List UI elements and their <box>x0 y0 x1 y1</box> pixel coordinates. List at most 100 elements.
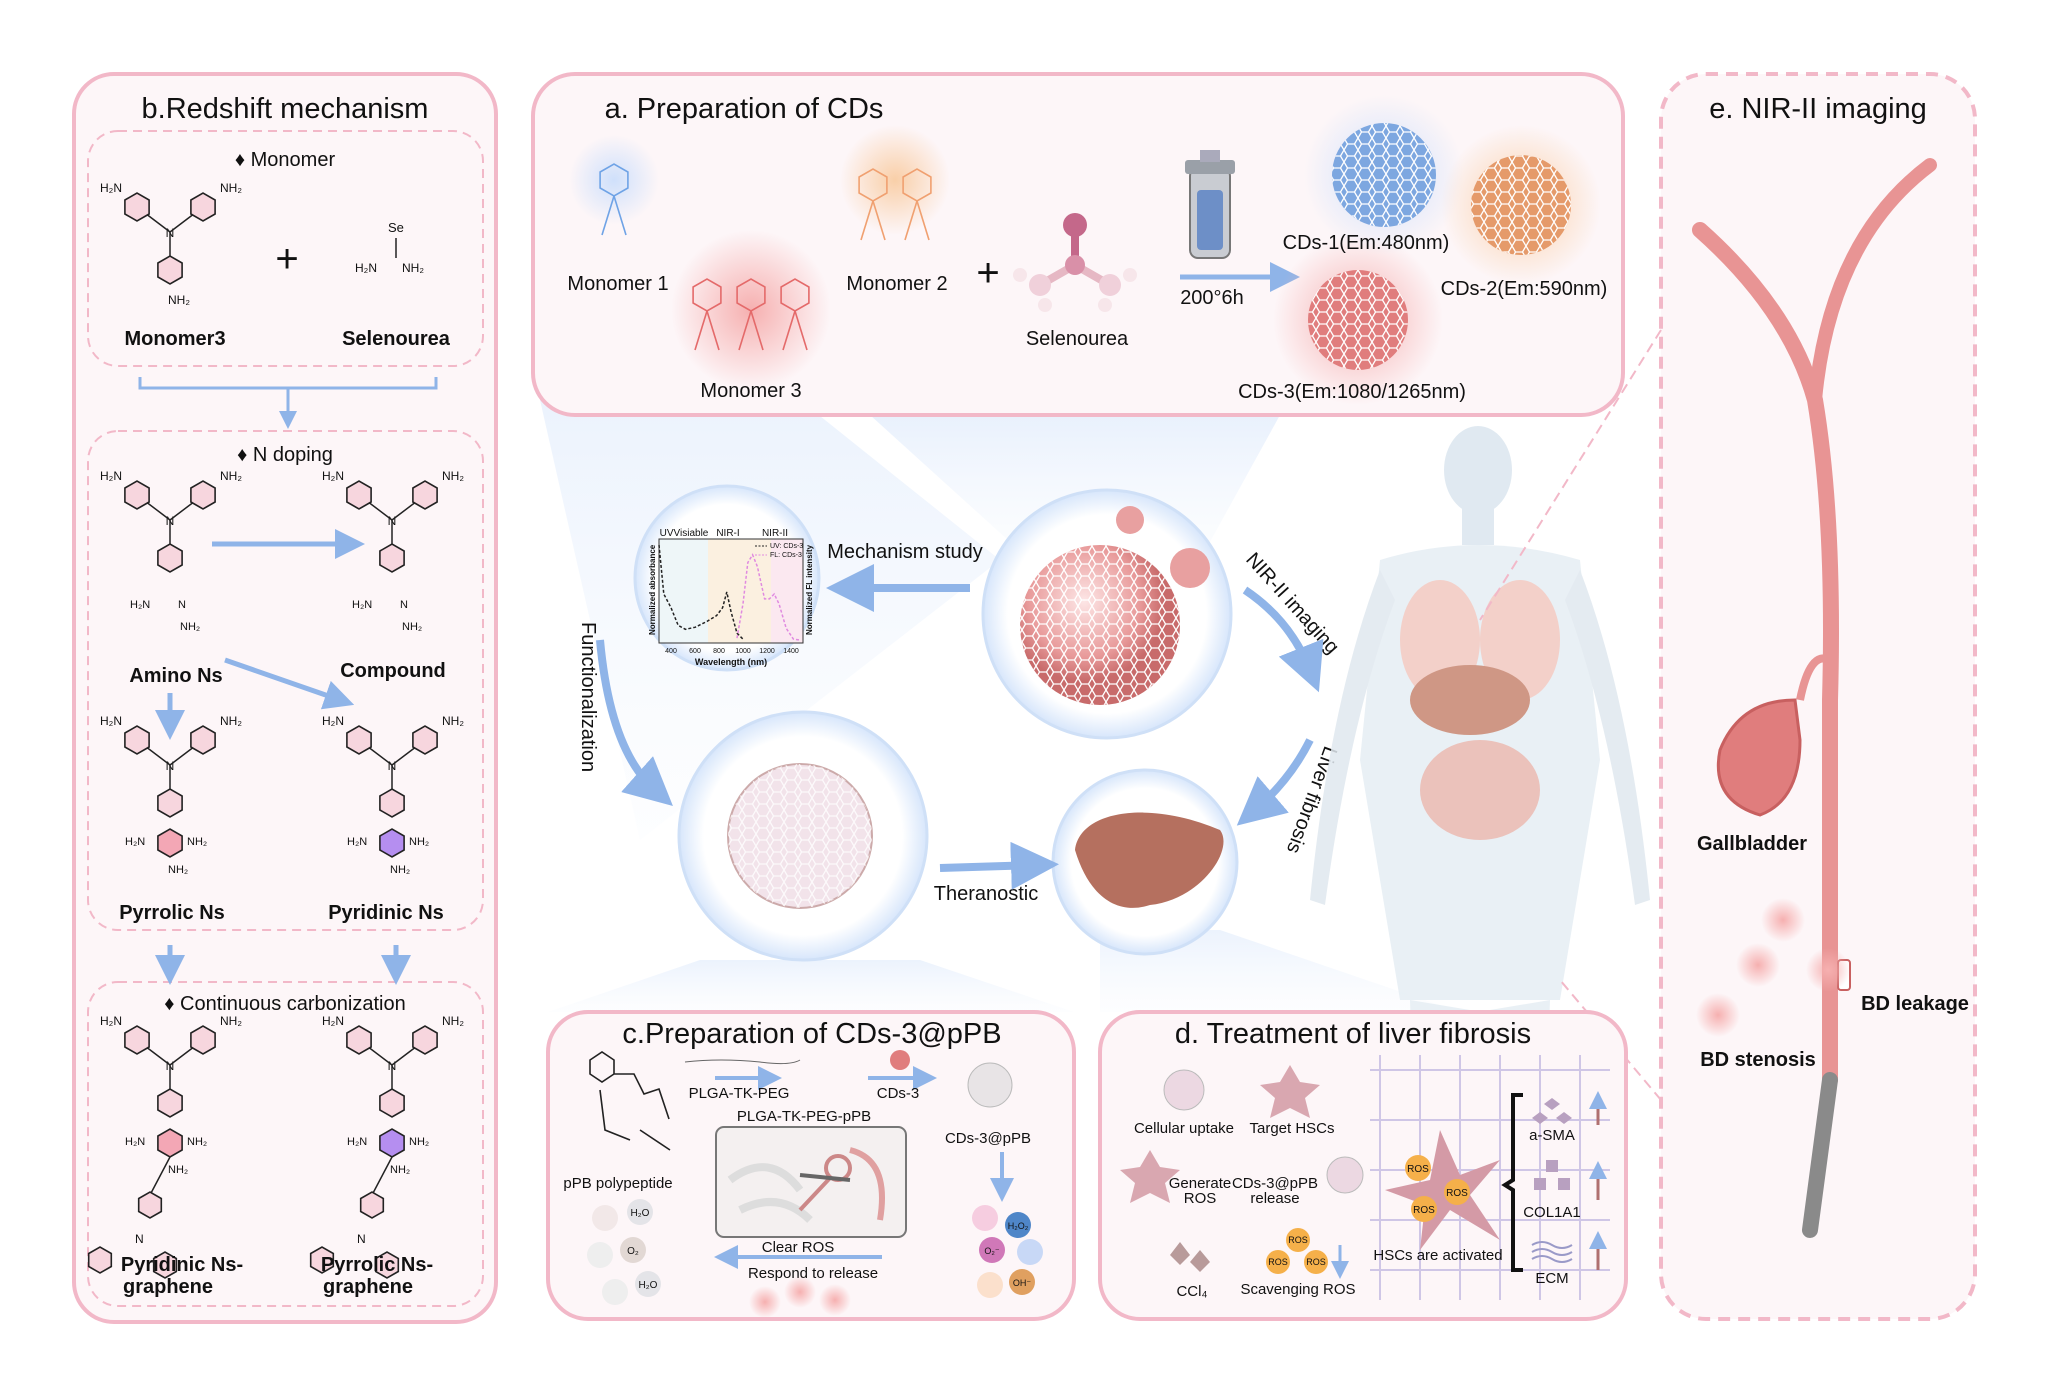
amine-label: NH₂ <box>402 621 422 633</box>
nitrogen-atom: N <box>178 599 186 611</box>
cds1-label: CDs-1(Em:480nm) <box>1283 232 1450 254</box>
released-cds <box>749 1276 851 1318</box>
ylabel-right: Normalized FL intensity <box>805 544 814 635</box>
selenourea-label-a: Selenourea <box>1026 328 1129 350</box>
col1a1-label: COL1A1 <box>1523 1204 1581 1221</box>
bracket <box>1501 1093 1523 1272</box>
h2o-bubble-label: H₂O <box>631 1208 650 1219</box>
x-tick-label: 1200 <box>759 648 775 655</box>
pyrrolic-ns-label: Pyrrolic Ns <box>119 902 225 924</box>
benzene-ring <box>190 480 216 510</box>
benzene-ring <box>412 480 438 510</box>
nitrogen-atom: N <box>400 599 408 611</box>
xlabel: Wavelength (nm) <box>695 657 767 667</box>
amine-label: NH₂ <box>409 836 429 848</box>
benzene-ring <box>124 480 150 510</box>
amine-label: NH₂ <box>390 1164 410 1176</box>
ros-label: ROS <box>1268 1257 1288 1267</box>
respond-label: Respond to release <box>748 1265 878 1282</box>
amine-label: H₂N <box>100 1014 122 1028</box>
x-tick-label: 1400 <box>783 648 799 655</box>
ecm-label: ECM <box>1535 1270 1568 1287</box>
nitrogen-atom: N <box>135 1232 144 1246</box>
amine-label: H₂N <box>100 469 122 483</box>
panel-c-preparation-of-cds3-ppb: c.Preparation of CDs-3@pPB pPB polypepti… <box>546 1010 1076 1321</box>
cds3-dot <box>890 1050 910 1070</box>
benzene-ring <box>124 725 150 755</box>
panel-c-title: c.Preparation of CDs-3@pPB <box>622 1018 1001 1050</box>
selenourea-label: Selenourea <box>342 328 451 350</box>
ros-bursts: ROS ROS ROS <box>1266 1228 1328 1274</box>
scissors-icon <box>798 1154 852 1212</box>
benzene-ring <box>157 543 183 573</box>
region-nir2-label: NIR-II <box>762 528 788 539</box>
reactor-icon <box>1185 150 1235 259</box>
amine-label: NH₂ <box>220 181 242 195</box>
ccl4-label: CCl₄ <box>1176 1283 1207 1300</box>
benzene-ring <box>157 788 183 818</box>
activated-label: HSCs are activated <box>1373 1247 1502 1264</box>
product-bubbles: H₂O O₂ H₂O <box>587 1199 661 1305</box>
target-label: Target HSCs <box>1249 1120 1334 1137</box>
benzene-ring <box>309 1246 335 1274</box>
amine-label: H₂N <box>347 1136 367 1148</box>
pyridinic-graphene-label-2: graphene <box>123 1276 213 1298</box>
benzene-ring <box>190 725 216 755</box>
amine-label: NH₂ <box>442 714 464 728</box>
mechanism-study-label: Mechanism study <box>827 541 983 563</box>
benzene-ring <box>157 1088 183 1118</box>
benzene-ring <box>379 1088 405 1118</box>
ros-bubbles: H₂O₂ O₂⁻ OH⁻ <box>972 1205 1043 1298</box>
o2-bubble-label: O₂ <box>627 1246 639 1257</box>
benzene-ring <box>152 1251 178 1279</box>
condition-label: 200°6h <box>1180 287 1244 309</box>
arrow-body-to-liver <box>1236 738 1314 826</box>
region-uv-label: UVVisiable <box>660 528 709 539</box>
oh-bubble-label: OH⁻ <box>1013 1278 1032 1288</box>
ylabel-left: Normalized absorbance <box>648 544 657 635</box>
benzene-ring <box>87 1246 113 1274</box>
benzene-ring <box>374 1251 400 1279</box>
monomer3-label-a: Monomer 3 <box>700 380 801 402</box>
bile-duct <box>1692 222 1839 1088</box>
target-hsc-cell <box>1260 1065 1320 1118</box>
amine-label: H₂N <box>322 1014 344 1028</box>
scavenging-label: Scavenging ROS <box>1240 1281 1355 1298</box>
plga-chain <box>684 1059 801 1065</box>
panel-d-treatment-of-liver-fibrosis: d. Treatment of liver fibrosis Cellular … <box>1098 1010 1628 1321</box>
clear-ros-label: Clear ROS <box>762 1239 835 1256</box>
ppb-label: pPB polypeptide <box>563 1175 672 1192</box>
panel-e-nir-imaging: e. NIR-II imaging Gallbladder BD leakage… <box>1479 72 1977 1321</box>
region-nir1-label: NIR-I <box>716 528 739 539</box>
benzene-ring <box>379 1128 405 1158</box>
gallbladder-label: Gallbladder <box>1697 833 1807 855</box>
plga-label: PLGA-TK-PEG <box>689 1085 790 1102</box>
uv-absorbance-curve <box>658 544 744 640</box>
generate-label-1: Generate <box>1169 1175 1232 1192</box>
molecule-structures: NH₂NNH₂NH₂SeH₂NNH₂NH₂NNH₂H₂NNNH₂NH₂NNH₂H… <box>87 181 464 1279</box>
arrow-to-functionalization <box>596 639 673 806</box>
bd-stenosis-label: BD stenosis <box>1700 1049 1816 1071</box>
benzene-ring <box>359 1191 385 1219</box>
h2o2-bubble-label: H₂O₂ <box>1008 1221 1029 1231</box>
benzene-ring <box>379 788 405 818</box>
amine-label: NH₂ <box>220 714 242 728</box>
benzene-ring <box>346 1025 372 1055</box>
panel-a-title: a. Preparation of CDs <box>605 93 884 125</box>
ppb-polypeptide-structure <box>589 1051 671 1151</box>
benzene-ring <box>190 1025 216 1055</box>
benzene-ring <box>157 828 183 858</box>
benzene-ring <box>124 192 150 222</box>
benzene-ring <box>412 1025 438 1055</box>
activated-hsc-cell <box>1385 1130 1500 1250</box>
ros-label: ROS <box>1407 1164 1429 1175</box>
arrow-to-body <box>1242 586 1324 693</box>
catheter-tip <box>1802 1072 1838 1238</box>
uptake-label: Cellular uptake <box>1134 1120 1234 1137</box>
ros-label: ROS <box>1413 1205 1435 1216</box>
gallbladder <box>1716 698 1802 817</box>
functionalization-label: Functionalization <box>577 622 599 772</box>
monomer2-label: Monomer 2 <box>846 273 947 295</box>
monomer1-glow <box>569 135 659 225</box>
compound-label: Compound <box>340 660 446 682</box>
